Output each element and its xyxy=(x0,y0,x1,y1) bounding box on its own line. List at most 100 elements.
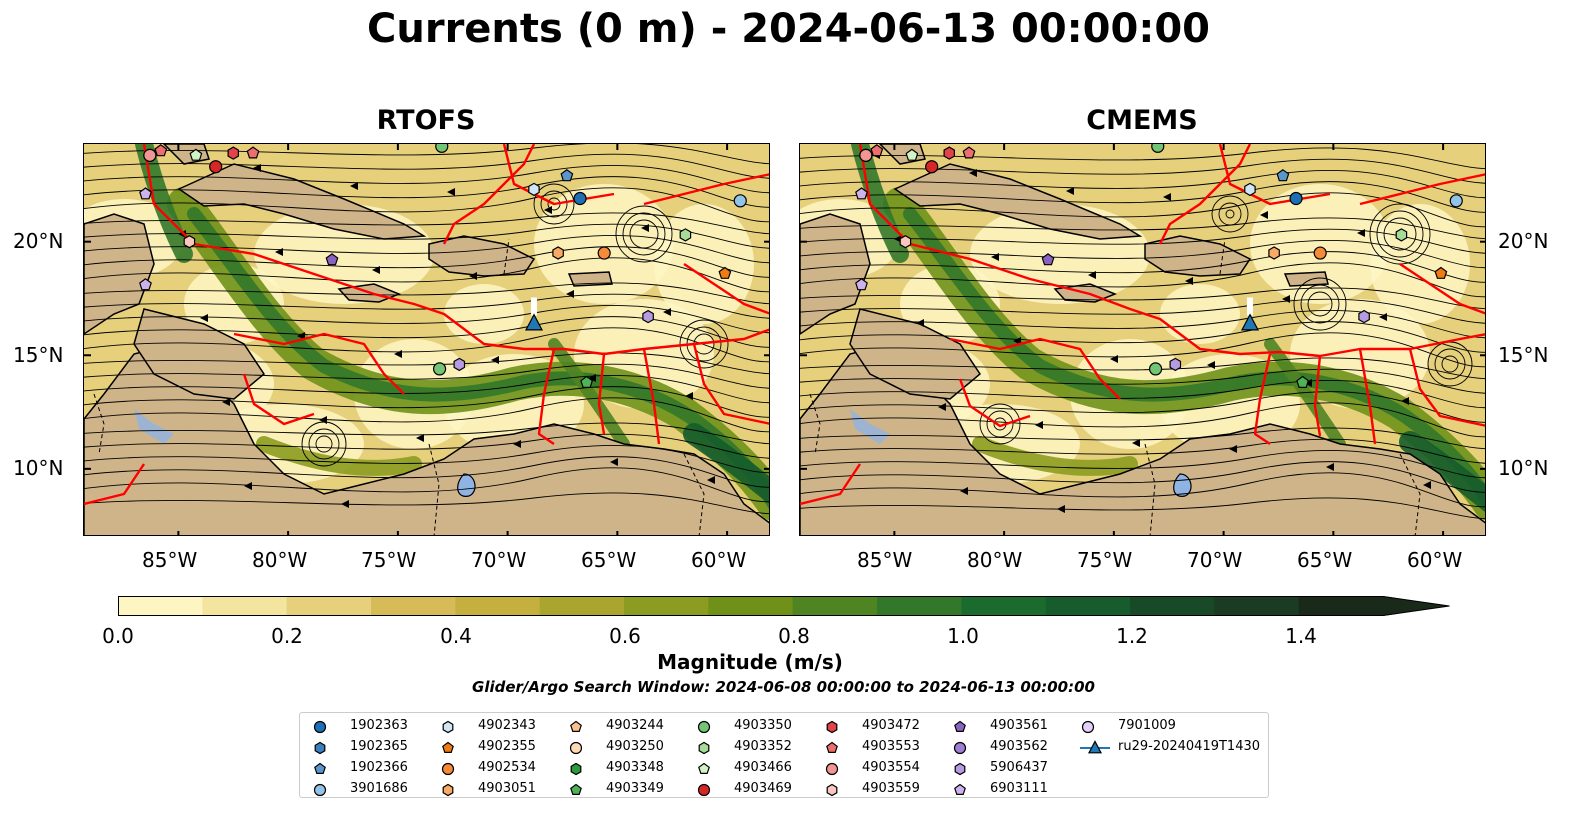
colorbar-segment xyxy=(371,596,456,616)
axis-ticks xyxy=(84,144,769,535)
colorbar-segment xyxy=(1045,596,1131,616)
colorbar-tick: 0.2 xyxy=(271,624,303,648)
float-marker-4903554 xyxy=(859,148,873,162)
float-marker-4903553 xyxy=(154,144,168,157)
legend-label: 4903352 xyxy=(734,739,792,754)
lon-label-80w: 80°W xyxy=(252,548,308,572)
legend-label: 4903250 xyxy=(606,739,664,754)
colorbar-tick: 0.4 xyxy=(440,624,472,648)
legend-marker xyxy=(569,741,583,755)
current-band xyxy=(1264,338,1346,450)
float-marker-4903469 xyxy=(925,160,939,174)
float-marker-6903111 xyxy=(855,187,868,200)
land-mass xyxy=(1283,271,1329,287)
legend-marker xyxy=(441,762,455,776)
colorbar-segment xyxy=(1130,596,1215,616)
float-marker-4903559 xyxy=(183,235,196,249)
lon-label-60w: 60°W xyxy=(691,548,747,572)
streamlines xyxy=(800,147,1485,520)
lat-label-20n: 20°N xyxy=(13,229,64,253)
colorbar-extend-arrow xyxy=(1383,596,1450,616)
current-band xyxy=(903,207,1485,509)
land-mass xyxy=(567,271,613,287)
float-marker-6903111 xyxy=(139,278,152,291)
float-marker-4903466 xyxy=(905,148,919,161)
legend-label: 4903554 xyxy=(862,760,920,775)
legend-marker xyxy=(442,720,454,734)
colorbar-segment xyxy=(708,596,794,616)
float-marker-4903051 xyxy=(1268,246,1280,260)
float-marker-4903349 xyxy=(580,375,594,388)
colorbar-segment xyxy=(624,596,709,616)
float-marker-4903051 xyxy=(552,246,564,260)
legend-marker xyxy=(826,720,838,734)
legend-marker xyxy=(442,741,454,753)
lon-label-80w-right: 80°W xyxy=(967,548,1023,572)
legend-label: 4903051 xyxy=(478,781,536,796)
float-marker-4902343 xyxy=(528,182,540,197)
legend-marker xyxy=(570,720,582,732)
float-marker-4902355 xyxy=(718,266,732,279)
float-marker-4903553 xyxy=(870,144,884,157)
float-marker-1902363 xyxy=(1289,191,1303,206)
legend-marker xyxy=(826,741,838,753)
glider-marker xyxy=(525,313,543,331)
float-marker-4902343 xyxy=(1244,182,1256,197)
float-marker-4903350 xyxy=(435,144,449,153)
float-marker-5906437 xyxy=(1169,357,1182,372)
map-rtofs[interactable] xyxy=(83,143,770,536)
legend-marker xyxy=(570,783,582,795)
lon-label-75w: 75°W xyxy=(361,548,417,572)
lon-label-85w: 85°W xyxy=(142,548,198,572)
legend-label: 4903469 xyxy=(734,781,792,796)
float-marker-4903350 xyxy=(1148,362,1163,376)
lon-label-65w-right: 65°W xyxy=(1297,548,1353,572)
legend: 1902363 1902365 1902366 3901686 4902343 49023… xyxy=(299,712,1269,798)
lon-label-75w-right: 75°W xyxy=(1077,548,1133,572)
float-marker-4903350 xyxy=(1151,144,1165,153)
legend-marker xyxy=(826,783,838,797)
float-marker-6903111 xyxy=(855,278,868,291)
float-marker-4902534 xyxy=(1313,246,1327,260)
legend-label: 4902534 xyxy=(478,760,536,775)
legend-marker xyxy=(1088,740,1102,754)
map-cmems[interactable] xyxy=(799,143,1486,536)
legend-label: 4903553 xyxy=(862,739,920,754)
float-marker-4903561 xyxy=(1041,253,1055,266)
colorbar-segment xyxy=(539,596,625,616)
colorbar-segment xyxy=(455,596,541,616)
country-border xyxy=(503,238,510,275)
float-marker-4903469 xyxy=(209,160,223,174)
float-marker-5906437 xyxy=(453,357,466,372)
float-marker-6903111 xyxy=(139,187,152,200)
colorbar xyxy=(118,596,1450,616)
float-marker-3901686 xyxy=(733,194,747,208)
colorbar-segment xyxy=(286,596,372,616)
legend-label: 4903561 xyxy=(990,718,1048,733)
legend-marker xyxy=(954,720,966,732)
lat-label-10n: 10°N xyxy=(13,456,64,480)
legend-marker xyxy=(953,741,967,755)
float-marker-1902366 xyxy=(560,169,574,182)
float-marker-3901686 xyxy=(1449,194,1463,208)
legend-label: 4903472 xyxy=(862,718,920,733)
colorbar-segment xyxy=(202,596,288,616)
colorbar-segment xyxy=(1298,596,1384,616)
lat-label-15n: 15°N xyxy=(13,343,64,367)
country-border xyxy=(93,393,105,455)
float-marker-4903554 xyxy=(143,148,157,162)
current-band xyxy=(256,436,422,476)
colorbar-segment xyxy=(118,596,203,616)
float-marker-4902534 xyxy=(597,246,611,260)
axis-ticks xyxy=(800,144,1485,535)
colorbar-tick: 0.6 xyxy=(609,624,641,648)
legend-label: 1902363 xyxy=(350,718,408,733)
float-marker-4902355 xyxy=(1434,266,1448,279)
float-marker-4903472 xyxy=(227,146,239,160)
float-marker-4903559 xyxy=(899,235,912,249)
float-marker-4903352 xyxy=(1395,228,1408,242)
lake-nicaragua xyxy=(134,409,174,444)
legend-marker xyxy=(697,783,711,797)
colorbar-tick: 1.0 xyxy=(947,624,979,648)
legend-label: 4903562 xyxy=(990,739,1048,754)
